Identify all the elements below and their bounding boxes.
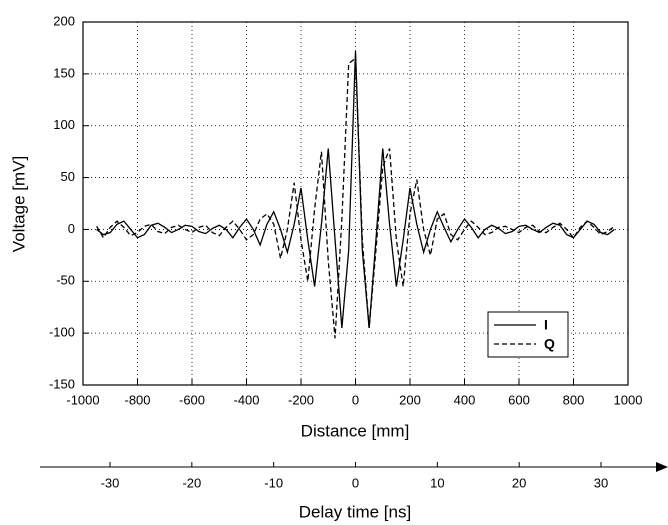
x-tick-label: 400 (454, 392, 476, 407)
x2-tick-label: 10 (430, 475, 444, 490)
x2-tick-label: -20 (182, 475, 201, 490)
legend: IQ (487, 311, 569, 358)
x2-tick-label: 0 (352, 475, 359, 490)
x-tick-label: 600 (508, 392, 530, 407)
x-tick-label: -200 (288, 392, 314, 407)
x-tick-label: -800 (124, 392, 150, 407)
x2-tick-label: 20 (512, 475, 526, 490)
y-tick-label: -150 (49, 376, 75, 391)
y-tick-label: -100 (49, 325, 75, 340)
x-tick-label: 200 (399, 392, 421, 407)
x2-axis-arrow (656, 462, 668, 472)
legend-box (487, 311, 569, 358)
x2-tick-label: 30 (594, 475, 608, 490)
y-tick-label: -50 (56, 273, 75, 288)
x2-axis-label: Delay time [ns] (299, 502, 411, 521)
y-tick-label: 100 (53, 117, 75, 132)
legend-label: I (544, 317, 548, 333)
x-tick-label: 800 (563, 392, 585, 407)
y-tick-label: 200 (53, 13, 75, 28)
x-tick-label: 0 (352, 392, 359, 407)
x-tick-label: 1000 (614, 392, 643, 407)
legend-label: Q (544, 336, 555, 352)
x-tick-label: -600 (179, 392, 205, 407)
x2-tick-label: -30 (101, 475, 120, 490)
x-axis-label: Distance [mm] (301, 421, 410, 440)
x-tick-label: -1000 (66, 392, 99, 407)
y-axis-label: Voltage [mV] (9, 156, 28, 252)
plot-frame (82, 21, 629, 386)
series-line (96, 57, 615, 339)
y-tick-label: 150 (53, 65, 75, 80)
y-tick-label: 50 (61, 169, 75, 184)
x2-tick-label: -10 (264, 475, 283, 490)
x-tick-label: -400 (233, 392, 259, 407)
y-tick-label: 0 (68, 221, 75, 236)
